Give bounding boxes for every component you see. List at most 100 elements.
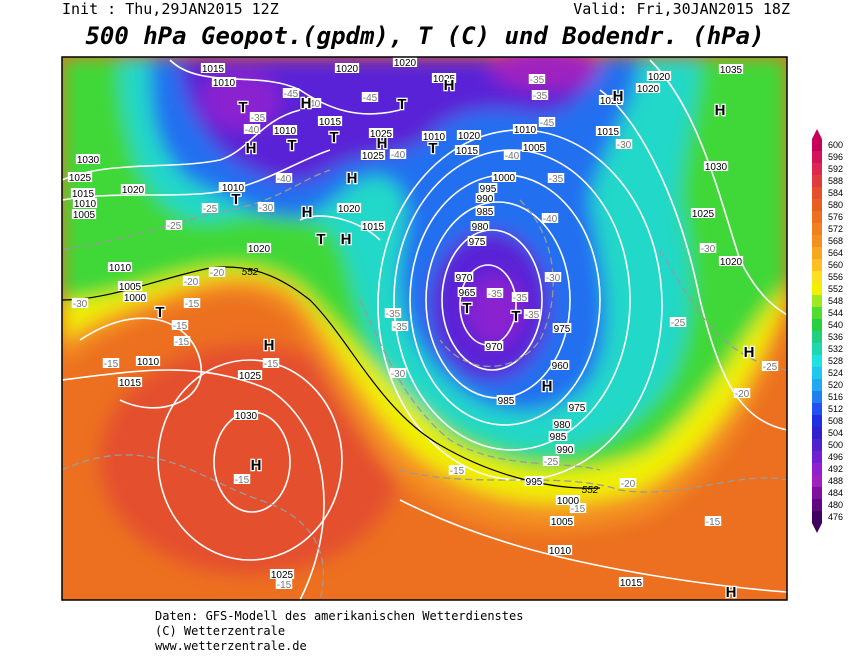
colorbar-swatch	[812, 319, 822, 332]
pressure-label: 1020	[646, 71, 672, 83]
footer-copyright: (C) Wetterzentrale	[155, 624, 285, 638]
temperature-label-text: -45	[540, 118, 555, 129]
footer-source: Daten: GFS-Modell des amerikanischen Wet…	[155, 609, 523, 623]
pressure-label: 1010	[220, 182, 246, 194]
temperature-label: -40	[389, 149, 407, 161]
temperature-label-text: -15	[235, 475, 250, 486]
pressure-label-box	[107, 262, 133, 272]
pressure-label: 1020	[718, 256, 744, 268]
pressure-label: 1035	[718, 64, 744, 76]
isobar	[441, 229, 543, 371]
temperature-label-text: -15	[104, 359, 119, 370]
pressure-label-text: 1020	[338, 204, 361, 215]
pressure-label-box	[552, 419, 572, 429]
pressure-label-text: 1030	[77, 155, 100, 166]
pressure-center: H	[302, 204, 313, 221]
pressure-label-box	[272, 125, 298, 135]
pressure-label: 975	[567, 402, 587, 414]
temperature-label-text: -25	[203, 204, 218, 215]
temperature-label-box	[173, 336, 191, 346]
pressure-label-box	[555, 444, 575, 454]
pressure-label-box	[635, 83, 661, 93]
pressure-label-box	[690, 208, 716, 218]
temperature-label: -25	[669, 317, 687, 329]
temperature-label: -15	[233, 474, 251, 486]
temperature-label: -15	[569, 503, 587, 515]
temperature-label-box	[384, 308, 402, 318]
pressure-label: 1015	[200, 63, 226, 75]
pressure-label-text: 1000	[124, 293, 147, 304]
temperature-label-text: -40	[543, 214, 558, 225]
colorbar-label: 512	[828, 404, 843, 414]
temperature-label: -20	[182, 276, 200, 288]
pressure-label-box	[454, 145, 480, 155]
pressure-label-text: 1015	[119, 378, 142, 389]
pressure-center: T	[287, 137, 296, 154]
pressure-label: 1020	[336, 203, 362, 215]
colorbar-label: 476	[828, 512, 843, 522]
colorbar-label: 524	[828, 368, 843, 378]
pressure-center: H	[744, 344, 755, 361]
pressure-label: 1010	[272, 125, 298, 137]
temperature-label-box	[547, 173, 565, 183]
pressure-label-box	[484, 341, 504, 351]
pressure-label: 1015	[595, 126, 621, 138]
pressure-label: 1010	[547, 545, 573, 557]
isobar	[157, 359, 343, 561]
pressure-label: 1030	[233, 410, 259, 422]
temperature-label-box	[503, 150, 521, 160]
pressure-label-text: 1005	[523, 143, 546, 154]
pressure-center: T	[238, 99, 247, 116]
pressure-label: 970	[484, 341, 504, 353]
thickness-label: 552	[582, 485, 599, 496]
pressure-label: 1025	[690, 208, 716, 220]
colorbar-label: 496	[828, 452, 843, 462]
colorbar-swatch	[812, 463, 822, 476]
colorbar-label: 584	[828, 188, 843, 198]
colorbar-label: 576	[828, 212, 843, 222]
pressure-label-box	[246, 243, 272, 253]
pressure-label-text: 980	[554, 420, 571, 431]
pressure-label-text: 990	[477, 194, 494, 205]
pressure-label-box	[550, 360, 570, 370]
temperature-label-text: -30	[73, 299, 88, 310]
temperature-label-text: -35	[525, 310, 540, 321]
pressure-label-text: 995	[526, 477, 543, 488]
temperature-label-box	[182, 276, 200, 286]
colorbar-label: 580	[828, 200, 843, 210]
thickness-552	[62, 266, 601, 489]
temperature-label: -35	[249, 112, 267, 124]
temperature-label: -15	[275, 579, 293, 591]
colorbar-label: 508	[828, 416, 843, 426]
temperature-label-text: -35	[251, 113, 266, 124]
colorbar-label: 560	[828, 260, 843, 270]
temperature-label-text: -35	[530, 75, 545, 86]
pressure-label: 990	[555, 444, 575, 456]
temperature-label: -40	[243, 124, 261, 136]
temperature-label: -25	[201, 203, 219, 215]
thickness-label: 552	[242, 267, 259, 278]
pressure-label: 1015	[117, 377, 143, 389]
pressure-label: 1000	[555, 495, 581, 507]
temperature-label: -35	[528, 74, 546, 86]
pressure-label: 1000	[122, 292, 148, 304]
colorbar-label: 480	[828, 500, 843, 510]
temperature-label-box	[282, 88, 300, 98]
pressure-label-text: 1030	[705, 162, 728, 173]
temperature-label-box	[615, 139, 633, 149]
pressure-label-box	[598, 95, 624, 105]
colorbar-swatch	[812, 487, 822, 500]
pressure-label: 1015	[360, 221, 386, 233]
colorbar-swatch	[812, 367, 822, 380]
pressure-label-box	[552, 323, 572, 333]
temperature-label-box	[208, 267, 226, 277]
pressure-center: H	[251, 457, 262, 474]
pressure-center: H	[341, 231, 352, 248]
pressure-label-text: 970	[486, 342, 503, 353]
pressure-label: 1005	[117, 281, 143, 293]
temperature-label-text: -15	[264, 359, 279, 370]
pressure-label-box	[117, 281, 143, 291]
isobar	[399, 499, 787, 593]
colorbar-label: 596	[828, 152, 843, 162]
